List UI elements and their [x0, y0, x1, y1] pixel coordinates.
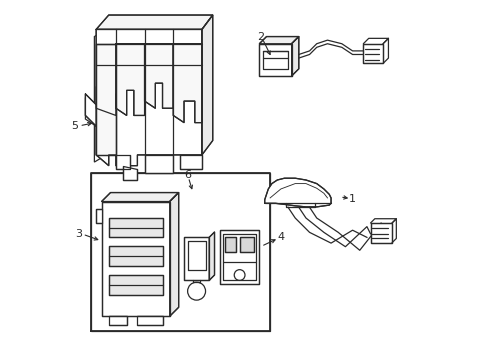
Text: 3: 3	[75, 229, 82, 239]
Polygon shape	[180, 155, 202, 169]
Polygon shape	[265, 178, 331, 207]
Polygon shape	[116, 44, 145, 116]
Polygon shape	[96, 44, 116, 155]
Polygon shape	[202, 15, 213, 155]
Polygon shape	[292, 37, 299, 76]
Polygon shape	[96, 30, 202, 166]
Polygon shape	[225, 237, 236, 252]
Text: 4: 4	[277, 232, 284, 242]
Polygon shape	[137, 316, 163, 325]
Polygon shape	[123, 166, 137, 180]
Polygon shape	[364, 44, 383, 63]
Polygon shape	[184, 237, 209, 280]
Polygon shape	[96, 209, 101, 223]
Polygon shape	[209, 232, 215, 280]
Polygon shape	[116, 155, 130, 169]
Polygon shape	[91, 173, 270, 330]
Polygon shape	[109, 246, 163, 266]
Polygon shape	[109, 218, 163, 237]
Polygon shape	[259, 37, 299, 44]
Text: 6: 6	[184, 170, 191, 180]
Polygon shape	[173, 44, 202, 123]
Polygon shape	[112, 26, 173, 151]
Polygon shape	[220, 230, 259, 284]
Text: 5: 5	[71, 121, 78, 131]
Polygon shape	[145, 155, 173, 173]
Polygon shape	[170, 193, 179, 316]
Polygon shape	[370, 223, 392, 243]
Polygon shape	[95, 26, 112, 162]
Polygon shape	[85, 94, 96, 126]
Polygon shape	[145, 44, 173, 108]
Polygon shape	[85, 98, 96, 126]
Polygon shape	[240, 237, 254, 252]
Polygon shape	[101, 193, 179, 202]
Polygon shape	[259, 44, 292, 76]
Text: 2: 2	[258, 32, 265, 41]
Polygon shape	[109, 275, 163, 295]
Text: 1: 1	[349, 194, 356, 204]
Polygon shape	[109, 316, 126, 325]
Polygon shape	[101, 202, 170, 316]
Polygon shape	[96, 15, 213, 30]
